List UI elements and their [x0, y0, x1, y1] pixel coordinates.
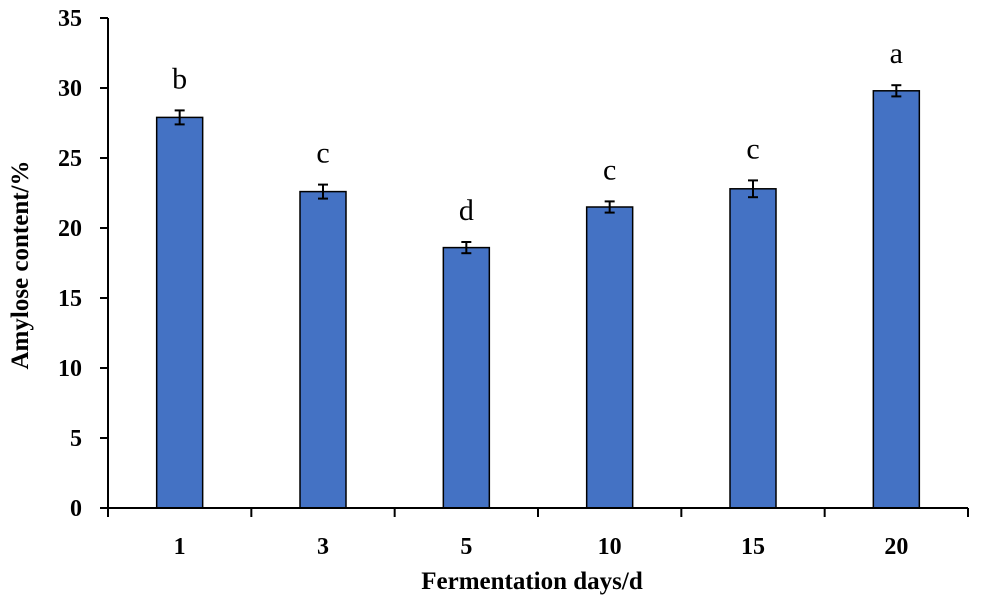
- significance-label: c: [316, 137, 329, 170]
- error-bar: [748, 179, 758, 199]
- y-axis-ticks: 0 5 10 15 20 25 30 35: [58, 6, 108, 522]
- x-axis-ticks: 1 3 5 10 15 20: [107, 508, 969, 560]
- bar: [442, 246, 491, 509]
- significance-label: c: [746, 132, 759, 165]
- significance-label: b: [172, 62, 187, 95]
- significance-label: c: [603, 153, 616, 186]
- x-tick-label: 5: [460, 534, 472, 560]
- significance-labels: b c d c c a: [172, 37, 903, 227]
- bar: [585, 206, 634, 509]
- bar: [729, 188, 777, 509]
- x-tick-label: 20: [884, 534, 908, 560]
- y-tick-label: 5: [70, 426, 82, 452]
- y-tick-label: 30: [58, 76, 82, 102]
- significance-label: d: [459, 194, 474, 227]
- x-tick-label: 10: [598, 534, 622, 560]
- x-axis-title: Fermentation days/d: [421, 568, 643, 595]
- error-bars: [174, 84, 902, 255]
- y-axis-title: Amylose content/%: [7, 161, 34, 370]
- error-bar: [174, 109, 185, 126]
- y-tick-label: 15: [58, 286, 82, 312]
- y-tick-label: 20: [58, 216, 82, 242]
- error-bar: [461, 241, 472, 255]
- error-bar: [318, 183, 328, 200]
- bar: [299, 190, 347, 509]
- y-tick-label: 10: [58, 356, 82, 382]
- x-tick-label: 15: [741, 534, 765, 560]
- y-tick-label: 25: [58, 146, 82, 172]
- y-tick-label: 0: [70, 496, 82, 522]
- significance-label: a: [890, 37, 903, 70]
- error-bar: [604, 200, 615, 214]
- bars: [155, 90, 921, 509]
- bar: [872, 90, 921, 509]
- error-bar: [891, 84, 902, 98]
- x-tick-label: 1: [174, 534, 186, 560]
- bar: [155, 116, 204, 509]
- y-tick-label: 35: [58, 6, 82, 32]
- x-tick-label: 3: [317, 534, 329, 560]
